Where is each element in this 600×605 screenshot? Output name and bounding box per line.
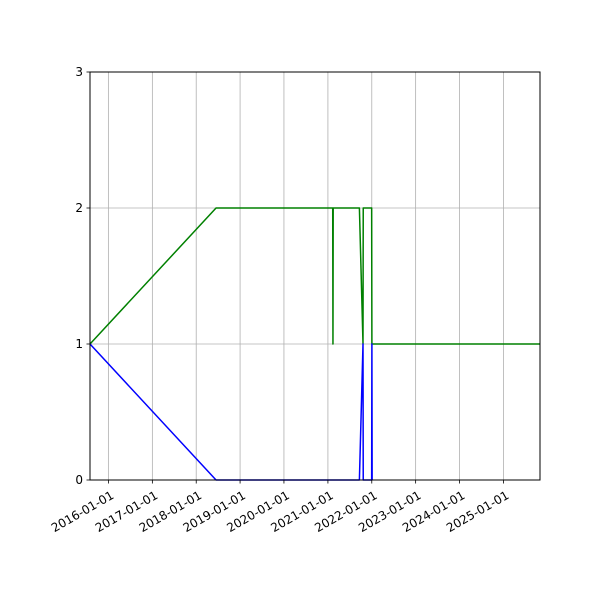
y-tick-label: 3 <box>75 65 83 79</box>
y-tick-label: 1 <box>75 337 83 351</box>
plot-background <box>90 72 540 480</box>
x-axis: 2016-01-012017-01-012018-01-012019-01-01… <box>49 480 511 535</box>
y-tick-label: 2 <box>75 201 83 215</box>
plot-frame <box>89 71 541 481</box>
y-tick-label: 0 <box>75 473 83 487</box>
y-axis: 0 1 2 3 <box>75 65 90 487</box>
series-line-1 <box>89 207 540 345</box>
